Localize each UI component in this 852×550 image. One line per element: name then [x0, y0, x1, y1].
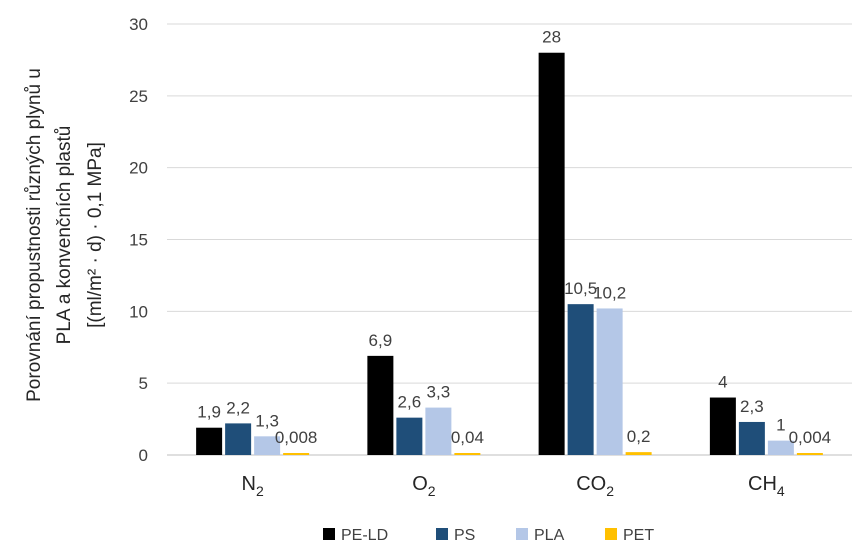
bar-pet-co2 [625, 452, 652, 455]
data-label: 10,5 [564, 279, 597, 298]
data-label: 0,008 [275, 428, 318, 447]
data-label: 0,2 [627, 427, 651, 446]
legend: PE-LD PS PLA PET [323, 527, 654, 544]
data-label: 2,2 [226, 398, 250, 417]
x-category-label: O2 [412, 473, 436, 499]
legend-label-ps: PS [454, 527, 475, 544]
data-label: 1,3 [255, 411, 279, 430]
bars [196, 52, 823, 455]
legend-label-pe-ld: PE-LD [341, 527, 388, 544]
bar-pla-co2 [596, 308, 623, 455]
legend-swatch-pe-ld [323, 528, 335, 540]
bar-pet-n2 [283, 453, 310, 455]
legend-label-pet: PET [623, 527, 654, 544]
y-tick-label: 5 [139, 374, 148, 393]
bar-ps-o2 [396, 417, 423, 455]
y-tick-label: 10 [129, 302, 148, 321]
data-label: 0,04 [451, 428, 484, 447]
bar-pet-o2 [454, 453, 481, 455]
data-label: 4 [718, 373, 727, 392]
data-label: 3,3 [427, 383, 451, 402]
data-label: 1 [776, 416, 785, 435]
gridlines [167, 23, 852, 456]
bar-ps-ch4 [738, 421, 765, 455]
x-axis-categories: N2 O2 CO2 CH4 [242, 473, 785, 499]
data-label: 2,3 [740, 397, 764, 416]
legend-swatch-pet [605, 528, 617, 540]
data-label: 0,004 [789, 428, 832, 447]
y-axis-label-line-2: PLA a konvenčních plastů [54, 126, 75, 345]
legend-swatch-ps [436, 528, 448, 540]
bar-ps-n2 [225, 423, 252, 455]
data-label: 6,9 [369, 331, 393, 350]
data-label: 2,6 [398, 393, 422, 412]
bar-pet-ch4 [796, 453, 823, 455]
x-category-label: CH4 [748, 473, 785, 499]
legend-label-pla: PLA [534, 527, 565, 544]
x-category-label: N2 [242, 473, 264, 499]
data-labels: 1,9 2,2 1,30,008 6,9 2,6 3,3 0,04 28 10,510,2 0,2… [197, 28, 831, 447]
data-label: 1,9 [197, 403, 221, 422]
bar-pe-ld-co2 [538, 52, 565, 455]
data-label: 28 [542, 28, 561, 47]
bar-pla-o2 [425, 407, 452, 455]
data-label: 10,2 [593, 283, 626, 302]
y-axis-label-line-3: [(ml/m² · d) · 0,1 MPa] [85, 142, 106, 328]
y-tick-label: 15 [129, 231, 148, 250]
y-axis-label-line-1: Porovnání propustnosti různých plynů u [24, 68, 45, 402]
y-axis-label: Porovnání propustnosti různých plynů u P… [24, 68, 106, 402]
y-tick-label: 25 [129, 87, 148, 106]
y-tick-label: 20 [129, 159, 148, 178]
bar-pe-ld-ch4 [709, 397, 736, 455]
bar-pla-n2 [254, 436, 281, 455]
bar-pe-ld-o2 [367, 355, 394, 455]
bar-ps-co2 [567, 304, 594, 455]
legend-swatch-pla [516, 528, 528, 540]
bar-pla-ch4 [767, 440, 794, 455]
bar-pe-ld-n2 [196, 427, 223, 455]
y-tick-label: 0 [139, 446, 148, 465]
y-axis-ticks: 0 5 10 15 20 25 30 [129, 15, 148, 465]
y-tick-label: 30 [129, 15, 148, 34]
x-category-label: CO2 [576, 473, 614, 499]
